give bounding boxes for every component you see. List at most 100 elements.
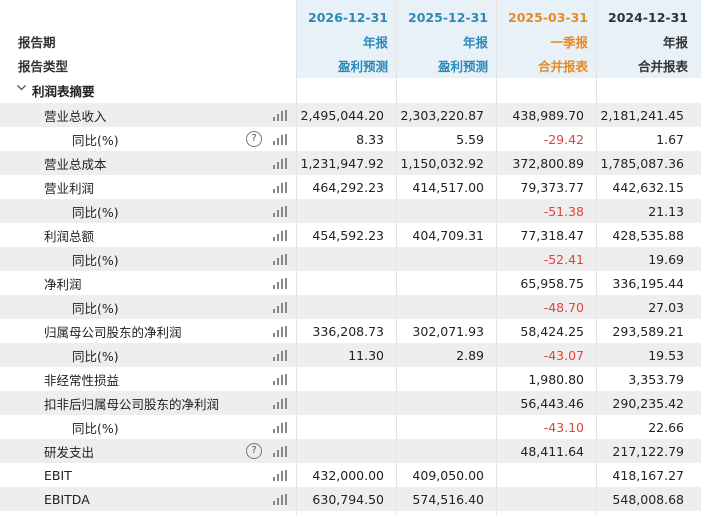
header-background: [296, 0, 701, 78]
bar-chart-icon[interactable]: [273, 326, 287, 337]
table-row[interactable]: 同比(%) -43.10 22.66: [0, 415, 701, 439]
value-cell: 3,353.79: [628, 371, 684, 387]
table-row[interactable]: 同比(%) 11.30 2.89 -43.07 19.53: [0, 343, 701, 367]
help-circle-icon[interactable]: ?: [246, 131, 262, 147]
bar-chart-icon[interactable]: [273, 374, 287, 385]
bar-chart-icon[interactable]: [273, 470, 287, 481]
bar-chart-icon-bar: [273, 213, 275, 217]
value-cell: -52.41: [543, 251, 584, 267]
bar-chart-icon[interactable]: [273, 494, 287, 505]
row-label: 营业总成本: [44, 156, 107, 172]
table-row[interactable]: 归属母公司股东的净利润 336,208.73 302,071.93 58,424.25…: [0, 319, 701, 343]
bar-chart-icon[interactable]: [273, 350, 287, 361]
row-label: EBITDA: [44, 491, 90, 507]
type-col-3: 合并报表: [537, 59, 588, 74]
table-row[interactable]: 非经常性损益 1,980.80 3,353.79: [0, 367, 701, 391]
bar-chart-icon-bar: [277, 210, 279, 217]
bar-chart-icon-bar: [273, 237, 275, 241]
value-cell: 336,208.73: [312, 323, 384, 339]
row-label: 归属母公司股东的净利润: [44, 324, 182, 340]
bar-chart-icon-bar: [281, 351, 283, 361]
bar-chart-icon-bar: [277, 282, 279, 289]
value-cell: 336,195.44: [612, 275, 684, 291]
bar-chart-icon[interactable]: [273, 134, 287, 145]
value-cell: 1,980.80: [528, 371, 584, 387]
column-divider: [596, 0, 597, 515]
date-col-1[interactable]: 2026-12-31: [308, 10, 388, 25]
bar-chart-icon[interactable]: [273, 206, 287, 217]
bar-chart-icon-bar: [281, 159, 283, 169]
value-cell: 79,373.77: [520, 179, 584, 195]
table-row[interactable]: 研发支出? 48,411.64 217,122.79: [0, 439, 701, 463]
bar-chart-icon-bar: [281, 279, 283, 289]
date-col-2[interactable]: 2025-12-31: [408, 10, 488, 25]
bar-chart-icon-bar: [277, 234, 279, 241]
table-row[interactable]: 同比(%) -51.38 21.13: [0, 199, 701, 223]
bar-chart-icon[interactable]: [273, 110, 287, 121]
bar-chart-icon[interactable]: [273, 278, 287, 289]
bar-chart-icon-bar: [281, 255, 283, 265]
table-row[interactable]: EBITDA 630,794.50 574,516.40 548,008.68: [0, 487, 701, 511]
bar-chart-icon[interactable]: [273, 230, 287, 241]
date-col-4[interactable]: 2024-12-31: [608, 10, 688, 25]
bar-chart-icon-bar: [285, 374, 287, 385]
value-cell: 290,235.42: [612, 395, 684, 411]
date-col-3[interactable]: 2025-03-31: [508, 10, 588, 25]
bar-chart-icon-bar: [277, 402, 279, 409]
table-row[interactable]: 同比(%) -48.70 27.03: [0, 295, 701, 319]
bar-chart-icon[interactable]: [273, 182, 287, 193]
section-title: 利润表摘要: [32, 83, 95, 99]
table-row[interactable]: 营业总收入 2,495,044.20 2,303,220.87 438,989.70 2…: [0, 103, 701, 127]
row-label: 同比(%): [72, 420, 119, 436]
report-type-label: 报告类型: [18, 59, 69, 74]
bar-chart-icon-bar: [285, 278, 287, 289]
bar-chart-icon[interactable]: [273, 398, 287, 409]
chevron-down-icon[interactable]: [16, 82, 27, 96]
bar-chart-icon[interactable]: [273, 158, 287, 169]
table-row[interactable]: 扣非后归属母公司股东的净利润 56,443.46 290,235.42: [0, 391, 701, 415]
table-row[interactable]: 利润总额 454,592.23 404,709.31 77,318.47 428,535…: [0, 223, 701, 247]
bar-chart-icon-bar: [285, 398, 287, 409]
bar-chart-icon-bar: [285, 350, 287, 361]
value-cell: 19.53: [648, 347, 684, 363]
row-label: 扣非后归属母公司股东的净利润: [44, 396, 220, 412]
row-label: 同比(%): [72, 204, 119, 220]
value-cell: -48.70: [543, 299, 584, 315]
bar-chart-icon-bar: [285, 302, 287, 313]
value-cell: 548,008.68: [612, 491, 684, 507]
bar-chart-icon[interactable]: [273, 422, 287, 433]
bar-chart-icon-bar: [273, 285, 275, 289]
table-row[interactable]: 净利润 65,958.75 336,195.44: [0, 271, 701, 295]
bar-chart-icon-bar: [285, 110, 287, 121]
bar-chart-icon-bar: [277, 450, 279, 457]
table-row[interactable]: 营业利润 464,292.23 414,517.00 79,373.77 442,632…: [0, 175, 701, 199]
bar-chart-icon[interactable]: [273, 302, 287, 313]
bar-chart-icon-bar: [281, 135, 283, 145]
bar-chart-icon-bar: [273, 501, 275, 505]
bar-chart-icon[interactable]: [273, 254, 287, 265]
value-cell: 630,794.50: [312, 491, 384, 507]
help-circle-icon[interactable]: ?: [246, 443, 262, 459]
value-cell: -51.38: [543, 203, 584, 219]
header-period-row: 报告期 年报 年报 一季报 年报: [0, 30, 701, 53]
value-cell: 428,535.88: [612, 227, 684, 243]
bar-chart-icon[interactable]: [273, 446, 287, 457]
bar-chart-icon-bar: [273, 477, 275, 481]
value-cell: 404,709.31: [412, 227, 484, 243]
bar-chart-icon-bar: [277, 354, 279, 361]
table-row[interactable]: 同比(%) -52.41 19.69: [0, 247, 701, 271]
row-label: 非经常性损益: [44, 372, 120, 388]
value-cell: 1,785,087.36: [600, 155, 685, 171]
value-cell: 372,800.89: [512, 155, 584, 171]
table-row[interactable]: 营业总成本 1,231,947.92 1,150,032.92 372,800.89 1…: [0, 151, 701, 175]
bar-chart-icon-bar: [273, 141, 275, 145]
bar-chart-icon-bar: [277, 258, 279, 265]
row-label: 营业总收入: [44, 108, 107, 124]
column-divider: [496, 0, 497, 515]
table-row[interactable]: 同比(%)? 8.33 5.59 -29.42 1.67: [0, 127, 701, 151]
row-label: 同比(%): [72, 132, 119, 148]
bar-chart-icon-bar: [281, 183, 283, 193]
table-row[interactable]: EBIT 432,000.00 409,050.00 418,167.27: [0, 463, 701, 487]
section-income-summary[interactable]: 利润表摘要: [0, 78, 701, 102]
